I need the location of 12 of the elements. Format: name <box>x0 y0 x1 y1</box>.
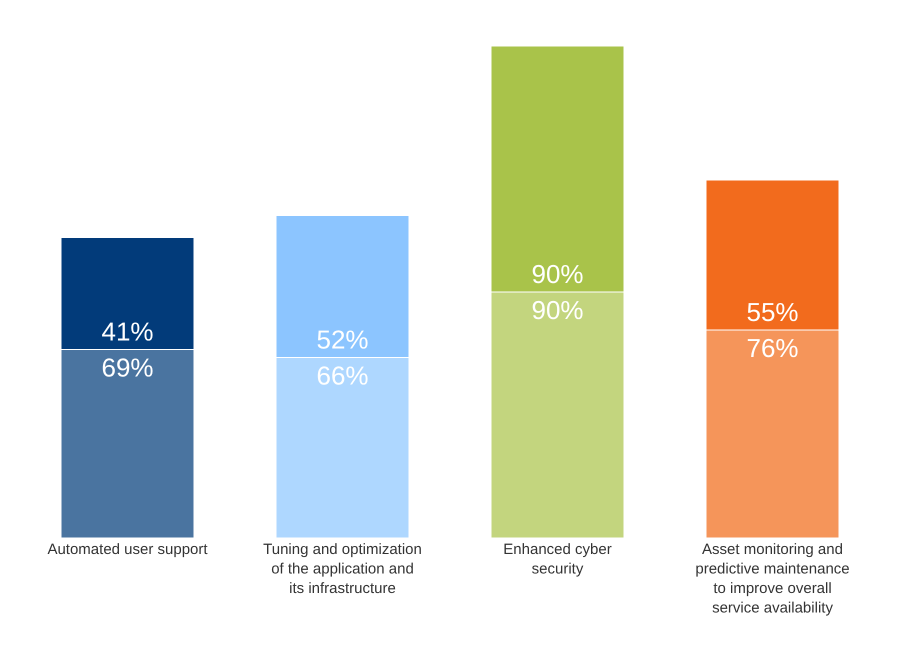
x-tick-label: Enhanced cyber security <box>503 541 612 578</box>
data-label: 55% <box>746 297 799 328</box>
data-label: 76% <box>746 333 799 364</box>
x-tick-label: Tuning and optimization of the application and its infrastructure <box>263 541 422 597</box>
data-label: 90% <box>531 294 584 325</box>
data-label: 90% <box>531 258 584 289</box>
data-label: 41% <box>101 316 154 346</box>
data-label: 69% <box>101 352 154 382</box>
data-label: 66% <box>316 360 369 391</box>
x-tick-label: Automated user support <box>47 541 208 558</box>
data-label: 52% <box>316 324 369 355</box>
x-tick-label: Asset monitoring and predictive maintenance to improve overall service availability <box>695 541 850 616</box>
